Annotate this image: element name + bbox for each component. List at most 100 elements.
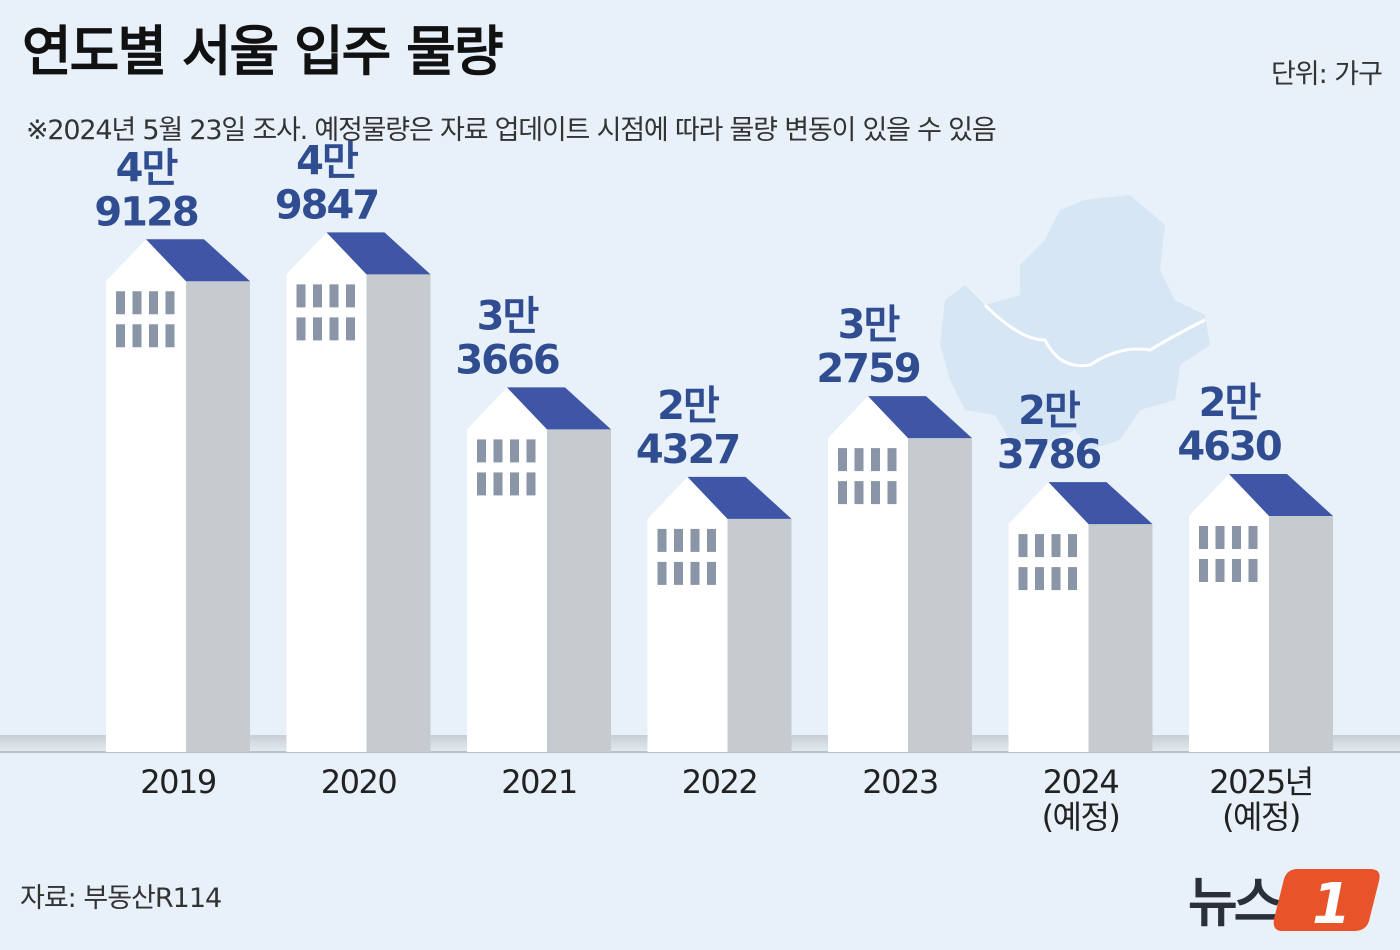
building-window [657, 528, 667, 552]
value-label-number: 3666 [455, 337, 558, 383]
building-roof [1048, 482, 1153, 525]
building-window [1051, 567, 1061, 591]
building-window [493, 472, 503, 496]
building-window [838, 448, 847, 472]
building-window [657, 561, 667, 585]
x-tick-label: 2023 [862, 763, 937, 801]
building-window [690, 561, 700, 585]
value-label-number: 3786 [997, 432, 1100, 478]
building-window [493, 439, 503, 463]
building-window [526, 472, 536, 496]
building-window [346, 284, 355, 308]
building-side [727, 518, 792, 752]
building-front [286, 232, 367, 752]
building-window [854, 448, 864, 472]
building-roof [687, 476, 792, 519]
value-label-number: 9128 [94, 189, 197, 235]
building-roof [868, 396, 972, 439]
building-window [1068, 534, 1077, 558]
value-label-man: 4만 [116, 145, 179, 191]
han-river-line [983, 303, 1206, 368]
logo-badge [1273, 869, 1380, 931]
building-window [149, 291, 158, 315]
building-window [510, 439, 519, 463]
logo-mark: 1 [1312, 872, 1351, 935]
building-front [647, 476, 728, 752]
chart-title: 연도별 서울 입주 물량 [22, 20, 504, 83]
x-tick-label: 2022 [682, 763, 757, 801]
building-window [1199, 558, 1208, 582]
building-window [165, 324, 175, 348]
building-window [132, 291, 142, 315]
building-window [296, 284, 306, 308]
building-window [149, 324, 158, 348]
building-roof [146, 239, 250, 282]
value-label-number: 4327 [636, 427, 739, 473]
building-window [1018, 567, 1028, 591]
building-window [887, 448, 897, 472]
building-window [1068, 567, 1077, 591]
building-roof [326, 232, 431, 275]
building-window [477, 439, 486, 463]
building-window [313, 317, 322, 341]
building-window [1232, 525, 1241, 549]
building-window [707, 561, 716, 585]
building-window [510, 472, 519, 496]
building-side [908, 438, 972, 752]
value-label-man: 2만 [1199, 380, 1262, 426]
seoul-map-shape [940, 195, 1210, 450]
building-window [477, 472, 486, 496]
news1-logo: 뉴스 1 [1188, 869, 1380, 935]
building-front [106, 239, 186, 753]
value-label-man: 2만 [1018, 388, 1081, 434]
building-window [526, 439, 536, 463]
building-front [1008, 482, 1089, 752]
source-label: 자료: 부동산R114 [20, 883, 222, 914]
building-window [116, 291, 125, 315]
x-tick-label: 2024 [1043, 763, 1119, 801]
building-window [674, 528, 683, 552]
x-tick-label: 2019 [140, 763, 216, 801]
building-side [1088, 524, 1153, 752]
value-label-man: 3만 [838, 302, 901, 348]
building-window [1035, 567, 1044, 591]
x-tick-label: (예정) [1222, 798, 1300, 836]
building-window [690, 528, 700, 552]
chart-note: ※2024년 5월 23일 조사. 예정물량은 자료 업데이트 시점에 따라 물… [26, 115, 997, 146]
buildings-layer: 4만912820194만984720203만366620212만43272022… [94, 138, 1333, 836]
building-side [366, 274, 431, 752]
building-window [329, 317, 339, 341]
building-window [1248, 525, 1258, 549]
building-window [1051, 534, 1061, 558]
building-window [871, 448, 880, 472]
building-window [346, 317, 355, 341]
building-window [132, 324, 142, 348]
building-side [547, 429, 611, 752]
building-window [116, 324, 125, 348]
building-window [1199, 525, 1208, 549]
building-roof [507, 387, 611, 430]
value-label-number: 4630 [1177, 424, 1280, 470]
building-side [186, 281, 250, 752]
unit-label: 단위: 가구 [1270, 59, 1383, 90]
value-label-man: 4만 [296, 138, 359, 184]
building-window [838, 481, 847, 505]
building-roof [1229, 473, 1333, 516]
building-window [1215, 525, 1225, 549]
building-window [674, 561, 683, 585]
building-window [1248, 558, 1258, 582]
building-window [165, 291, 175, 315]
x-tick-label: 2020 [321, 763, 397, 801]
building-window [1035, 534, 1044, 558]
value-label-man: 2만 [657, 383, 720, 429]
value-label-man: 3만 [477, 293, 540, 339]
building-window [313, 284, 322, 308]
